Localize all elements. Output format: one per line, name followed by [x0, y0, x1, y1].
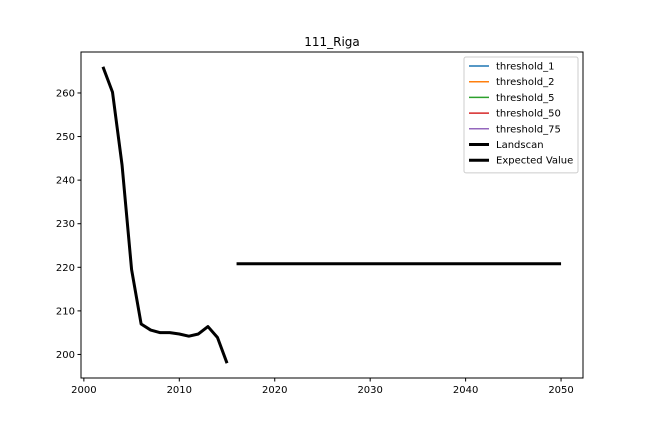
y-tick-label: 210 — [56, 306, 75, 317]
x-axis: 2000 2010 2020 2030 2040 2050 — [71, 378, 574, 396]
legend-label-3: threshold_50 — [496, 109, 561, 120]
chart-title: 111_Riga — [304, 35, 360, 49]
y-tick-label: 260 — [56, 88, 75, 99]
y-tick-label: 240 — [56, 176, 75, 187]
x-tick-label: 2000 — [71, 385, 96, 396]
plot-lines — [101, 66, 562, 364]
series-line-5 — [101, 66, 229, 364]
y-axis: 200 210 220 230 240 250 260 — [56, 88, 81, 361]
legend: threshold_1 threshold_2 threshold_5thresho… — [463, 56, 579, 174]
x-tick-label: 2030 — [357, 385, 382, 396]
legend-box — [463, 56, 579, 174]
legend-label-1: threshold_2 — [496, 77, 554, 88]
legend-label-4: threshold_75 — [496, 124, 561, 135]
x-tick-label: 2020 — [262, 385, 287, 396]
legend-label-6: Expected Value — [496, 156, 573, 167]
y-tick-label: 200 — [56, 350, 75, 361]
y-tick-label: 250 — [56, 132, 75, 143]
legend-label-2: threshold_5 — [496, 93, 554, 104]
y-tick-label: 230 — [56, 219, 75, 230]
x-tick-label: 2040 — [453, 385, 478, 396]
y-tick-label: 220 — [56, 263, 75, 274]
legend-label-5: Landscan — [496, 140, 544, 151]
legend-label-0: threshold_1 — [496, 62, 554, 73]
plot-frame — [80, 51, 584, 379]
x-tick-label: 2050 — [548, 385, 573, 396]
x-tick-label: 2010 — [167, 385, 192, 396]
